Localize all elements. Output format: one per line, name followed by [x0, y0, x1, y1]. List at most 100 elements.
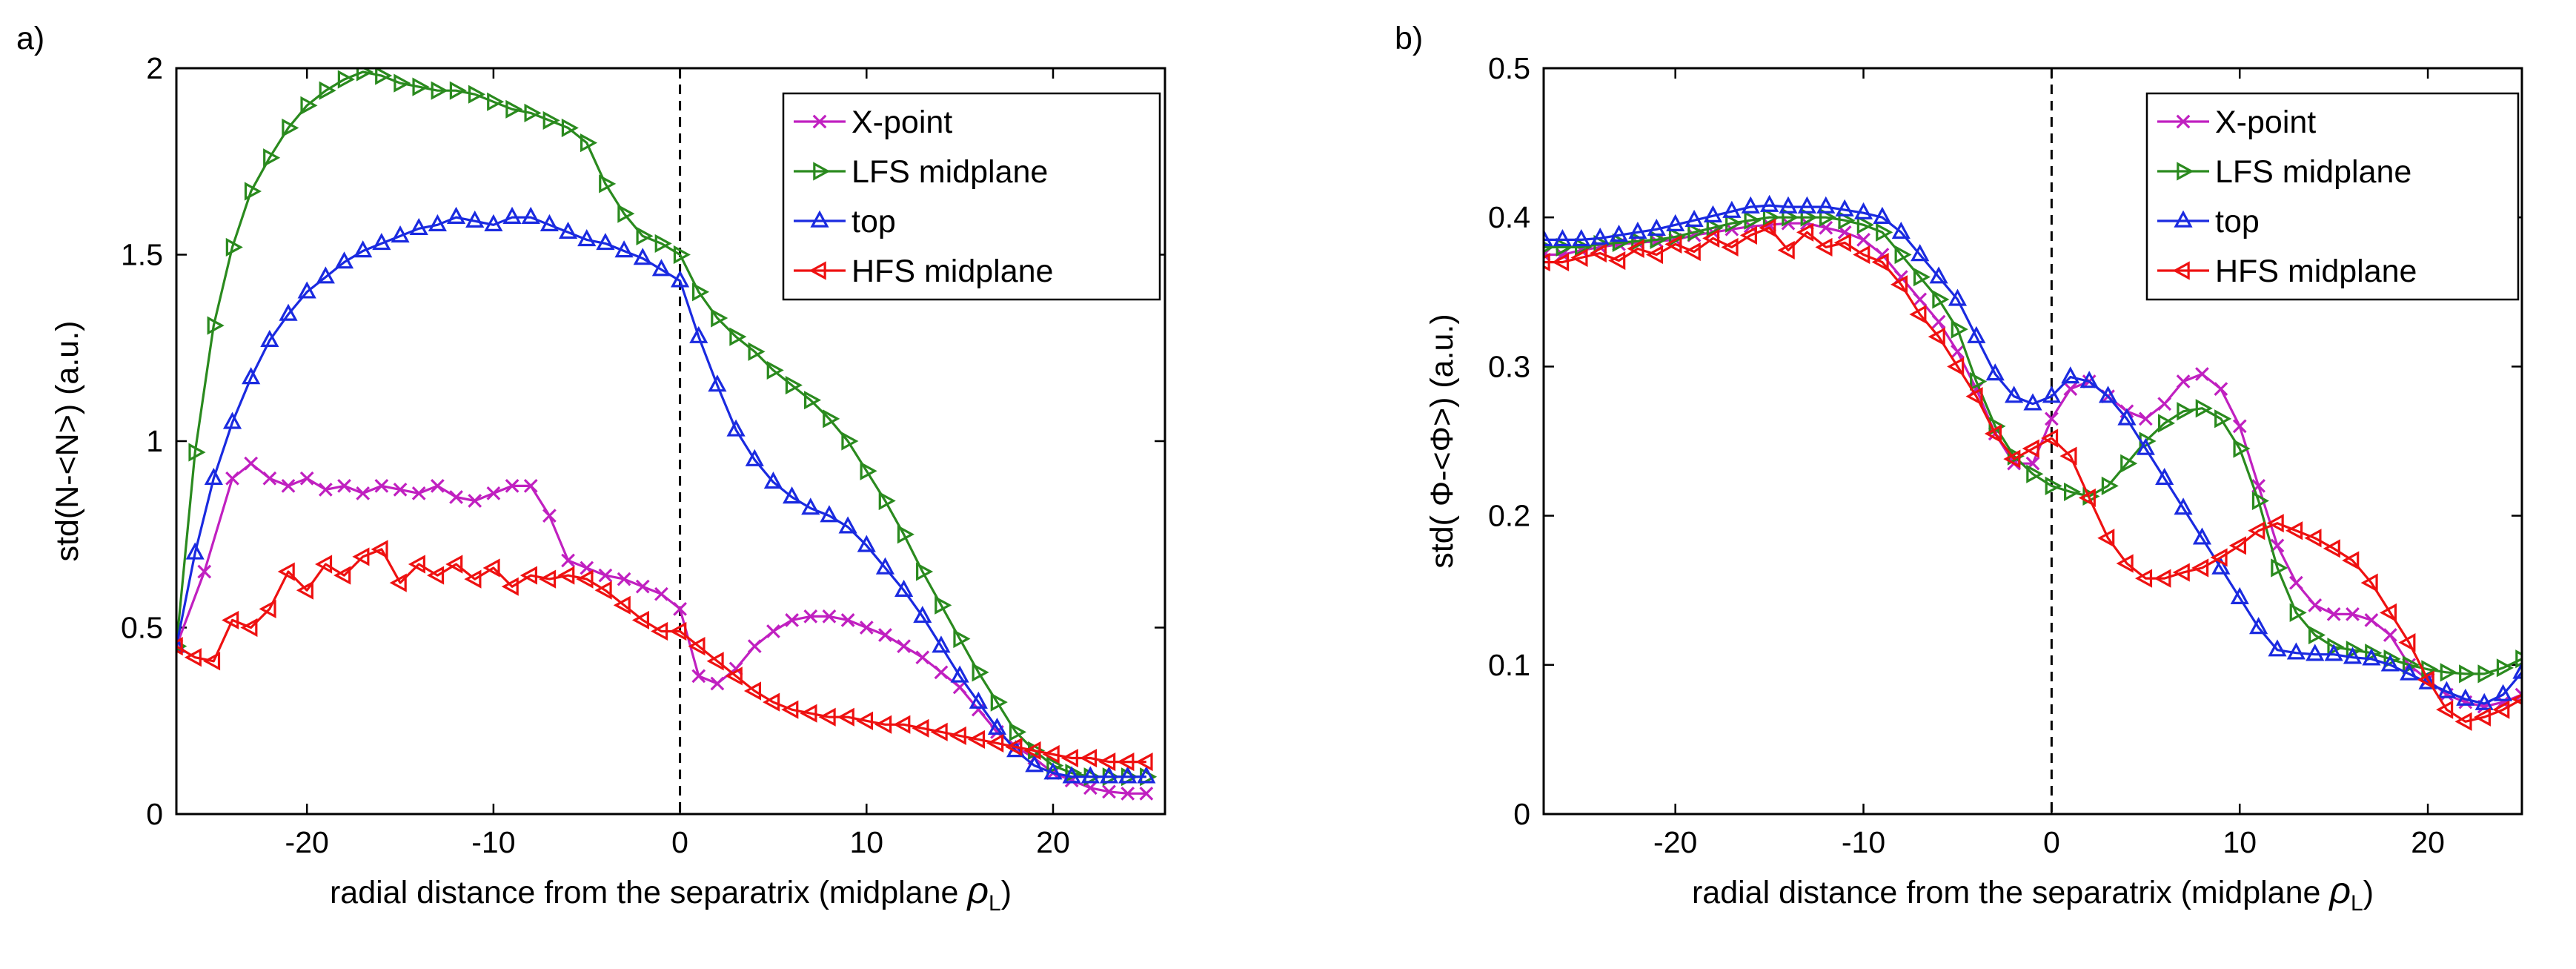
point-marker [670, 270, 690, 288]
point-marker [1871, 252, 1889, 272]
point-marker [874, 715, 892, 734]
point-marker [1876, 222, 1893, 242]
point-marker [1628, 221, 1647, 239]
point-marker [669, 621, 687, 641]
point-marker [464, 569, 482, 589]
point-marker [969, 691, 988, 709]
point-marker [176, 639, 184, 654]
point-marker [2228, 536, 2246, 555]
point-marker [801, 497, 820, 515]
x-axis-title-symbol: ρ [966, 870, 989, 911]
y-tick-label: 0.2 [1488, 499, 1530, 533]
point-marker [614, 240, 634, 258]
x-axis-title: radial distance from the separatrix (mid… [1692, 870, 2374, 916]
point-marker [823, 409, 840, 429]
point-marker [259, 599, 276, 618]
point-marker [1744, 211, 1762, 230]
point-marker [1589, 243, 1607, 263]
legend-box [2145, 92, 2520, 301]
point-marker [818, 707, 836, 727]
point-marker [2285, 521, 2303, 540]
panel-label: b) [1395, 21, 1423, 56]
point-marker [859, 621, 874, 635]
point-marker [445, 555, 463, 574]
point-marker [430, 478, 445, 493]
point-marker [374, 478, 389, 493]
point-marker [316, 266, 335, 284]
point-marker [207, 316, 225, 335]
point-marker [557, 566, 575, 585]
point-marker [449, 81, 467, 100]
point-marker [1853, 202, 1873, 219]
point-marker [745, 449, 764, 466]
point-marker [688, 637, 706, 656]
point-marker [781, 700, 799, 719]
point-marker [2454, 712, 2472, 731]
point-marker [2210, 548, 2228, 567]
point-marker [375, 68, 393, 85]
point-marker [2079, 371, 2099, 388]
point-marker [635, 579, 650, 594]
point-marker [2078, 488, 2096, 508]
point-marker [2249, 617, 2268, 635]
point-marker [502, 206, 522, 224]
point-marker [2343, 646, 2363, 664]
point-marker [2342, 551, 2360, 570]
point-marker [576, 569, 594, 589]
point-marker [651, 621, 668, 641]
point-marker [748, 342, 766, 361]
x-axis-title-text: radial distance from the separatrix (mid… [1692, 875, 2329, 910]
series-lfs-midplane [1544, 208, 2522, 684]
axes-frame [175, 67, 1166, 816]
panel-label: a) [16, 21, 44, 56]
point-marker [1816, 196, 1836, 214]
point-marker [1609, 225, 1629, 242]
point-marker [449, 490, 463, 504]
point-marker [1135, 752, 1153, 772]
point-marker [1544, 252, 1550, 272]
point-marker [915, 650, 930, 665]
point-marker [812, 114, 827, 129]
point-marker [726, 419, 746, 437]
point-marker [837, 707, 854, 727]
y-axis-title: std( Φ-<Φ>) (a.u.) [1424, 314, 1460, 568]
point-marker [1025, 755, 1044, 773]
point-marker [427, 566, 445, 585]
point-marker [813, 162, 831, 181]
y-tick-label: 2 [146, 51, 163, 85]
point-marker [1932, 290, 1950, 309]
point-marker [1005, 737, 1023, 757]
point-marker [279, 303, 298, 321]
point-marker [972, 663, 989, 682]
point-marker [729, 327, 747, 346]
point-marker [2492, 700, 2510, 719]
point-marker [1819, 208, 1837, 227]
point-marker [2022, 439, 2039, 458]
point-marker [857, 535, 876, 552]
point-marker [1552, 252, 1570, 272]
point-marker [2308, 598, 2323, 612]
x-axis-title-subscript: L [2351, 891, 2363, 916]
point-marker [411, 486, 426, 500]
point-marker [1967, 325, 1986, 343]
point-marker [986, 733, 1004, 753]
point-marker [300, 96, 318, 115]
point-marker [2172, 261, 2190, 280]
point-marker [2494, 684, 2513, 701]
point-marker [542, 110, 560, 130]
point-marker [1544, 241, 1555, 254]
point-marker [225, 237, 243, 257]
point-marker [840, 613, 855, 627]
point-marker [1062, 766, 1081, 784]
y-tick-label: 0.1 [1488, 648, 1530, 682]
point-marker [1590, 228, 1610, 245]
point-marker [337, 478, 351, 493]
x-axis-title-subscript: L [989, 891, 1001, 916]
point-marker [2023, 393, 2042, 411]
point-marker [501, 577, 519, 596]
point-marker [692, 282, 710, 302]
point-marker [2003, 449, 2021, 469]
point-marker [188, 443, 206, 462]
